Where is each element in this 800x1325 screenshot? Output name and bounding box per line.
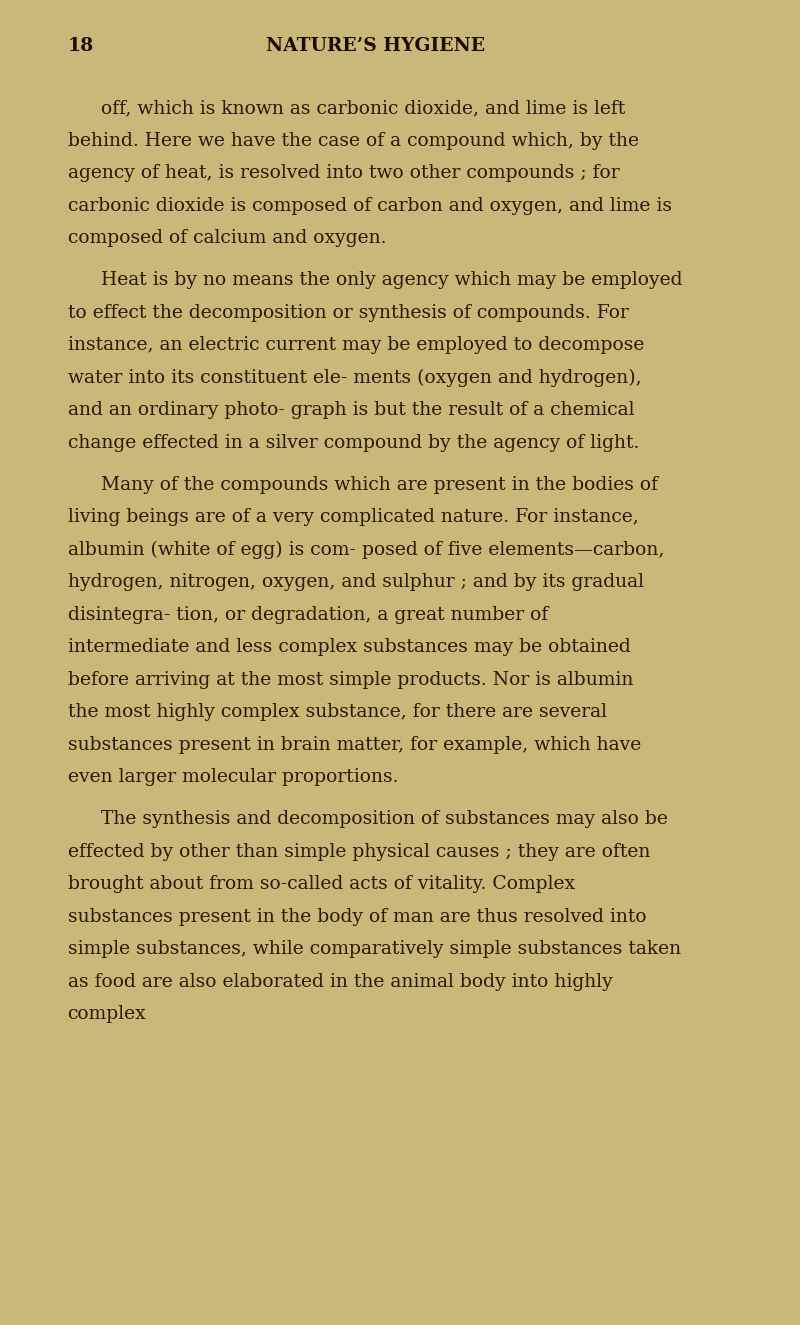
Text: Heat is by no means the only agency which may be employed: Heat is by no means the only agency whic… xyxy=(102,272,683,289)
Text: water into its constituent ele- ments (oxygen and hydrogen),: water into its constituent ele- ments (o… xyxy=(67,368,642,387)
Text: complex: complex xyxy=(67,1006,146,1023)
Text: to effect the decomposition or synthesis of compounds. For: to effect the decomposition or synthesis… xyxy=(67,303,629,322)
Text: Many of the compounds which are present in the bodies of: Many of the compounds which are present … xyxy=(102,476,658,494)
Text: brought about from so-called acts of vitality. Complex: brought about from so-called acts of vit… xyxy=(67,876,574,893)
Text: off, which is known as carbonic dioxide, and lime is left: off, which is known as carbonic dioxide,… xyxy=(102,99,626,118)
Text: simple substances, while comparatively simple substances taken: simple substances, while comparatively s… xyxy=(67,941,681,958)
Text: albumin (white of egg) is com- posed of five elements—carbon,: albumin (white of egg) is com- posed of … xyxy=(67,541,664,559)
Text: instance, an electric current may be employed to decompose: instance, an electric current may be emp… xyxy=(67,337,644,354)
Text: agency of heat, is resolved into two other compounds ; for: agency of heat, is resolved into two oth… xyxy=(67,164,619,183)
Text: effected by other than simple physical causes ; they are often: effected by other than simple physical c… xyxy=(67,843,650,861)
Text: even larger molecular proportions.: even larger molecular proportions. xyxy=(67,768,398,786)
Text: behind. Here we have the case of a compound which, by the: behind. Here we have the case of a compo… xyxy=(67,131,638,150)
Text: before arriving at the most simple products. Nor is albumin: before arriving at the most simple produ… xyxy=(67,670,633,689)
Text: 18: 18 xyxy=(67,37,94,56)
Text: hydrogen, nitrogen, oxygen, and sulphur ; and by its gradual: hydrogen, nitrogen, oxygen, and sulphur … xyxy=(67,574,643,591)
Text: and an ordinary photo- graph is but the result of a chemical: and an ordinary photo- graph is but the … xyxy=(67,401,634,419)
Text: as food are also elaborated in the animal body into highly: as food are also elaborated in the anima… xyxy=(67,973,612,991)
Text: carbonic dioxide is composed of carbon and oxygen, and lime is: carbonic dioxide is composed of carbon a… xyxy=(67,196,671,215)
Text: disintegra- tion, or degradation, a great number of: disintegra- tion, or degradation, a grea… xyxy=(67,606,548,624)
Text: living beings are of a very complicated nature. For instance,: living beings are of a very complicated … xyxy=(67,509,638,526)
Text: intermediate and less complex substances may be obtained: intermediate and less complex substances… xyxy=(67,639,630,656)
Text: The synthesis and decomposition of substances may also be: The synthesis and decomposition of subst… xyxy=(102,811,668,828)
Text: NATURE’S HYGIENE: NATURE’S HYGIENE xyxy=(266,37,485,56)
Text: composed of calcium and oxygen.: composed of calcium and oxygen. xyxy=(67,229,386,248)
Text: substances present in the body of man are thus resolved into: substances present in the body of man ar… xyxy=(67,908,646,926)
Text: the most highly complex substance, for there are several: the most highly complex substance, for t… xyxy=(67,704,606,721)
Text: change effected in a silver compound by the agency of light.: change effected in a silver compound by … xyxy=(67,433,639,452)
Text: substances present in brain matter, for example, which have: substances present in brain matter, for … xyxy=(67,735,641,754)
